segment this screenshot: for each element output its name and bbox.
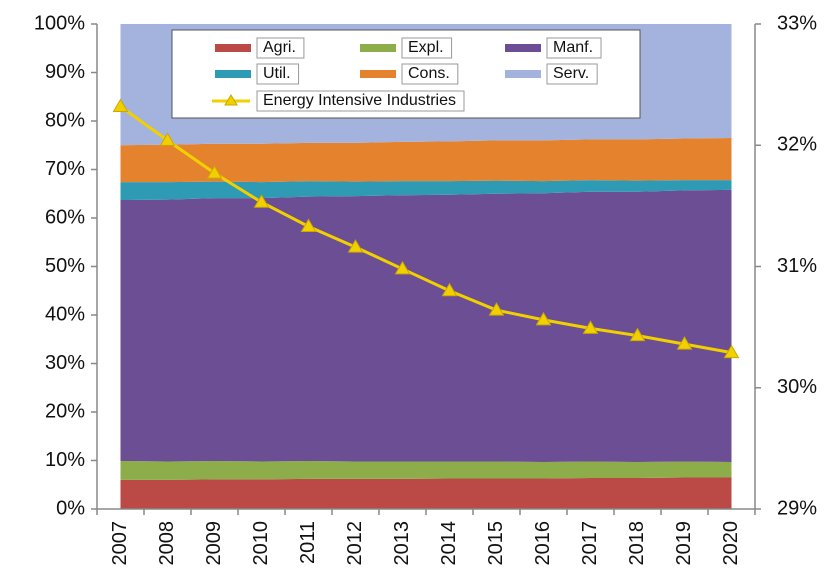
x-tick-label: 2016: [532, 521, 554, 566]
y2-tick-label: 32%: [777, 134, 817, 156]
x-tick-label: 2015: [485, 521, 507, 566]
legend-label-box: [256, 63, 300, 85]
line: [119, 105, 732, 355]
area: [120, 460, 732, 480]
marker: [582, 320, 599, 334]
legend-swatch: [215, 44, 251, 52]
y-tick-label: 90%: [45, 61, 85, 83]
legend-label-box: [256, 90, 465, 112]
marker: [629, 327, 646, 342]
y-tick-label: 20%: [45, 400, 85, 422]
legend-label-box: [256, 37, 305, 59]
x-tick-label: 2013: [391, 521, 413, 566]
x-tick-label: 2014: [438, 521, 460, 566]
x-tick-label: 2010: [250, 521, 272, 566]
marker: [159, 132, 176, 146]
y-tick-label: 100%: [34, 12, 85, 34]
marker: [488, 302, 505, 316]
y-tick-label: 0%: [56, 497, 85, 519]
y2-tick-label: 31%: [777, 255, 817, 277]
area: [120, 180, 732, 201]
y-tick-label: 10%: [45, 449, 85, 471]
legend-marker: [224, 94, 238, 106]
area: [120, 189, 732, 462]
legend-label: Energy Intensive Industries: [263, 92, 456, 109]
y-tick-label: 30%: [45, 352, 85, 374]
legend-swatch: [215, 70, 251, 78]
legend-entry: Serv.: [505, 63, 598, 85]
x-tick-label: 2018: [626, 521, 648, 566]
legend-entry: Expl.: [360, 37, 453, 59]
legend-label-box: [546, 63, 598, 85]
x-tick-label: 2020: [720, 521, 742, 566]
area: [120, 477, 732, 509]
legend-label: Expl.: [408, 39, 444, 56]
y-tick-label: 40%: [45, 303, 85, 325]
marker: [300, 218, 317, 232]
legend-label: Agri.: [263, 39, 296, 56]
y-tick-label: 60%: [45, 206, 85, 228]
legend-label-box: [401, 37, 453, 59]
x-tick-label: 2007: [109, 521, 131, 566]
y-tick-label: 70%: [45, 158, 85, 180]
marker: [347, 239, 364, 253]
marker: [253, 194, 270, 208]
x-tick-label: 2009: [203, 521, 225, 566]
legend-entry: Agri.: [215, 37, 305, 59]
y-tick-label: 50%: [45, 255, 85, 277]
legend-entry: Util.: [215, 63, 300, 85]
x-tick-label: 2008: [156, 521, 178, 566]
legend-swatch: [505, 70, 541, 78]
marker: [535, 311, 552, 326]
legend: Agri. Expl. Manf. Util. Cons. Serv. Energy Int…: [171, 29, 641, 119]
y2-tick-label: 30%: [777, 376, 817, 398]
legend-label: Util.: [263, 65, 291, 82]
legend-swatch: [360, 44, 396, 52]
y2-tick-label: 29%: [777, 497, 817, 519]
x-tick-label: 2011: [297, 521, 319, 564]
legend-label: Cons.: [408, 65, 450, 82]
legend-label-box: [401, 63, 459, 85]
marker: [206, 165, 223, 179]
marker: [441, 282, 458, 297]
legend-entry: Manf.: [505, 37, 602, 59]
x-tick-label: 2017: [579, 521, 601, 566]
x-tick-label: 2012: [344, 521, 366, 566]
y2-tick-label: 33%: [777, 12, 817, 34]
legend-entry: Cons.: [360, 63, 459, 85]
area: [120, 137, 732, 183]
y-tick-label: 80%: [45, 109, 85, 131]
legend-entry: Energy Intensive Industries: [212, 90, 465, 112]
legend-label: Serv.: [553, 65, 589, 82]
legend-swatch: [360, 70, 396, 78]
marker: [723, 344, 740, 359]
marker: [112, 98, 129, 112]
legend-label-box: [546, 37, 602, 59]
marker: [676, 336, 693, 350]
legend-swatch: [505, 44, 541, 52]
x-tick-label: 2019: [673, 521, 695, 566]
marker: [394, 260, 411, 275]
legend-label: Manf.: [553, 39, 593, 56]
